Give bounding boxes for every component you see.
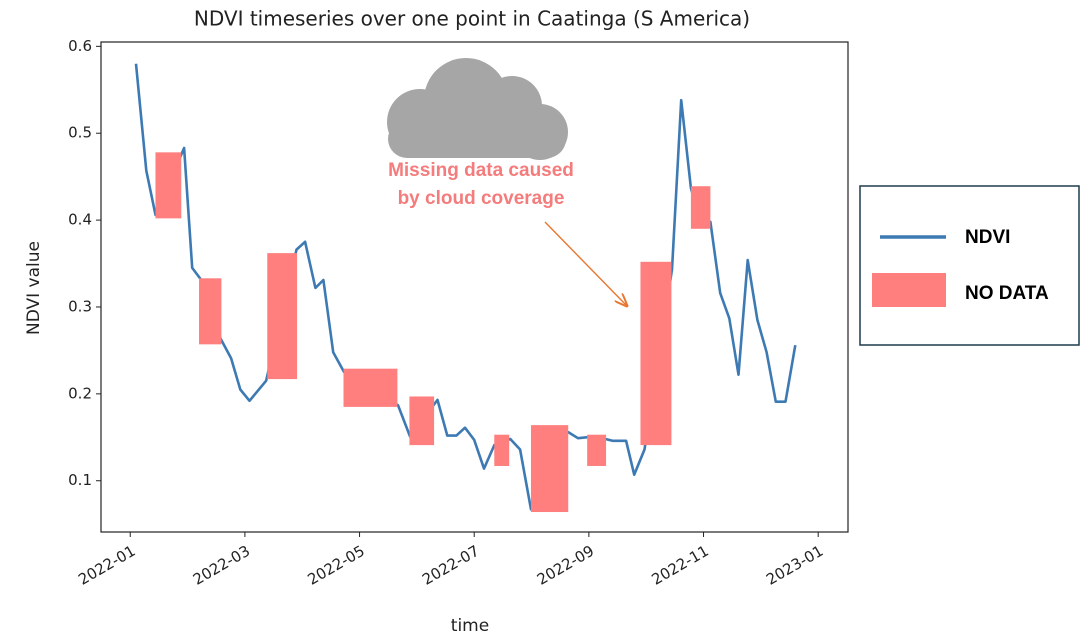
no-data-box — [343, 368, 398, 407]
x-tick-label: 2022-05 — [305, 542, 368, 589]
legend-label: NO DATA — [965, 283, 1049, 304]
no-data-box — [587, 434, 607, 466]
no-data-box — [199, 278, 222, 345]
no-data-box — [409, 396, 435, 446]
no-data-box — [690, 186, 711, 229]
no-data-box — [155, 152, 182, 219]
x-tick-label: 2022-07 — [419, 542, 482, 589]
annotation-arrow — [544, 221, 627, 306]
no-data-box — [530, 425, 569, 513]
x-tick-label: 2022-01 — [75, 542, 138, 589]
legend-box — [859, 185, 1080, 346]
y-tick-label: 0.6 — [68, 37, 92, 55]
y-tick-label: 0.1 — [68, 471, 92, 489]
chart-title: NDVI timeseries over one point in Caatin… — [194, 7, 750, 31]
legend-box-swatch — [872, 273, 946, 307]
x-tick-label: 2022-09 — [534, 542, 597, 589]
annotation-line: by cloud coverage — [398, 188, 565, 209]
x-tick-label: 2022-03 — [190, 542, 253, 589]
y-axis-label: NDVI value — [24, 241, 44, 335]
legend-label: NDVI — [965, 227, 1010, 248]
y-tick-label: 0.4 — [68, 211, 92, 229]
y-tick-label: 0.2 — [68, 384, 92, 402]
y-tick-label: 0.3 — [68, 297, 92, 315]
no-data-box — [267, 253, 298, 380]
x-tick-label: 2023-01 — [763, 542, 826, 589]
y-tick-label: 0.5 — [68, 124, 92, 142]
no-data-box — [640, 261, 672, 446]
x-tick-label: 2022-11 — [648, 542, 711, 589]
axes-frame — [100, 41, 849, 533]
annotation-line: Missing data caused — [388, 160, 574, 181]
no-data-box — [494, 434, 510, 466]
x-axis-label: time — [451, 616, 489, 636]
plot-area — [134, 63, 797, 513]
cloud-icon — [387, 58, 568, 160]
